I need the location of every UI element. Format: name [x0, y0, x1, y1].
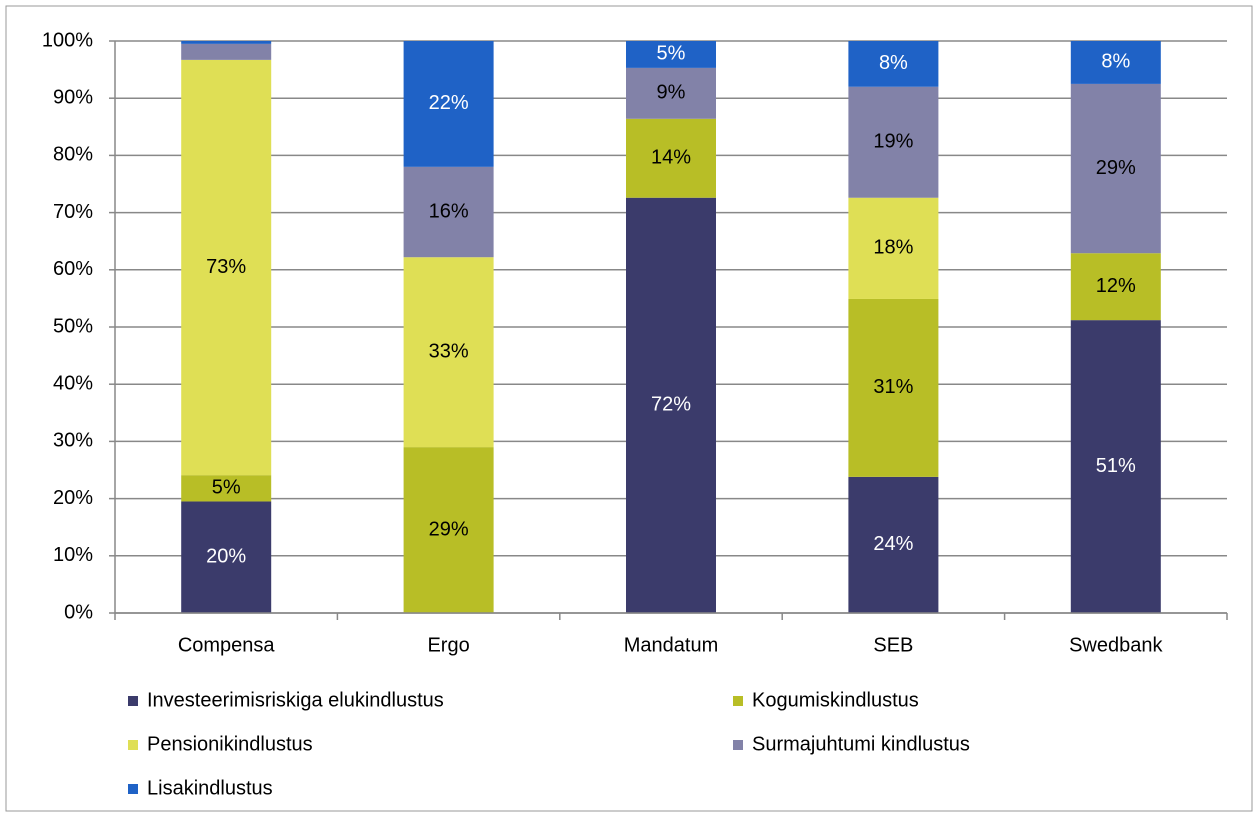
y-tick-label: 40% [53, 372, 93, 394]
bar-segment [403, 166, 494, 258]
legend-swatch [733, 696, 743, 706]
x-tick-label: Ergo [427, 634, 469, 656]
y-tick-label: 0% [64, 601, 93, 623]
legend-swatch [128, 784, 138, 794]
data-label: 19% [873, 131, 913, 153]
bar-segment [403, 41, 494, 167]
data-label: 22% [429, 92, 469, 114]
y-tick-label: 20% [53, 487, 93, 509]
bar-segment [1070, 83, 1161, 254]
bar-segment [848, 476, 939, 613]
y-tick-label: 30% [53, 430, 93, 452]
x-tick-label: SEB [873, 634, 913, 656]
data-label: 12% [1096, 275, 1136, 297]
bar-segment [848, 197, 939, 299]
data-label: 5% [212, 477, 241, 499]
bar-segment [626, 67, 716, 119]
bar-segment [1070, 41, 1161, 84]
x-tick-label: Swedbank [1069, 634, 1163, 656]
bar-segment [1070, 253, 1161, 321]
legend-label: Lisakindlustus [147, 777, 273, 799]
y-tick-label: 100% [42, 29, 93, 51]
y-tick-label: 10% [53, 544, 93, 566]
bar-segment [626, 118, 716, 198]
data-label: 9% [657, 82, 686, 104]
data-label: 33% [429, 340, 469, 362]
y-tick-label: 50% [53, 315, 93, 337]
bar-segment [1070, 320, 1161, 613]
bar-segment [403, 257, 494, 448]
data-label: 73% [206, 256, 246, 278]
y-tick-label: 70% [53, 201, 93, 223]
data-label: 8% [1101, 51, 1130, 73]
legend-label: Investeerimisriskiga elukindlustus [147, 689, 444, 711]
bar-segment [181, 501, 272, 613]
legend-swatch [128, 696, 138, 706]
legend-label: Pensionikindlustus [147, 733, 313, 755]
bar-segment [181, 59, 272, 476]
data-label: 24% [873, 533, 913, 555]
bar-segment [848, 41, 939, 87]
data-label: 31% [873, 376, 913, 398]
legend-label: Surmajuhtumi kindlustus [752, 733, 970, 755]
bar-segment [848, 86, 939, 198]
data-label: 29% [429, 518, 469, 540]
data-label: 51% [1096, 455, 1136, 477]
bar-segment [181, 43, 272, 60]
data-label: 14% [651, 147, 691, 169]
data-label: 8% [879, 52, 908, 74]
y-tick-label: 90% [53, 86, 93, 108]
x-tick-label: Mandatum [624, 634, 719, 656]
y-tick-label: 80% [53, 144, 93, 166]
data-label: 20% [206, 546, 246, 568]
legend-swatch [128, 740, 138, 750]
bar-segment [626, 41, 716, 68]
bar-segment [181, 475, 272, 502]
bar-segment [848, 298, 939, 477]
data-label: 72% [651, 394, 691, 416]
legend-swatch [733, 740, 743, 750]
bar-segment [626, 197, 716, 613]
bar-segment [403, 447, 494, 613]
bar-segment [181, 41, 272, 44]
x-tick-label: Compensa [178, 634, 276, 656]
data-label: 18% [873, 237, 913, 259]
data-label: 29% [1096, 157, 1136, 179]
y-tick-label: 60% [53, 258, 93, 280]
legend-label: Kogumiskindlustus [752, 689, 919, 711]
data-label: 5% [657, 43, 686, 65]
data-label: 16% [429, 200, 469, 222]
